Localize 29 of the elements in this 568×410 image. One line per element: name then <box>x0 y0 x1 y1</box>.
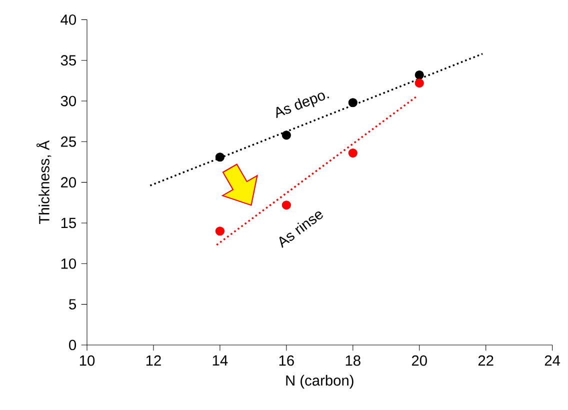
y-tick-label: 15 <box>61 218 76 228</box>
x-tick-label: 16 <box>279 355 294 366</box>
x-tick-label: 12 <box>146 355 161 366</box>
point <box>414 78 424 88</box>
point <box>282 200 291 210</box>
y-tick-label: 35 <box>60 55 76 66</box>
point <box>215 152 224 162</box>
x-tick-label: 24 <box>544 355 560 366</box>
point <box>348 148 358 158</box>
y-tick-label: 25 <box>61 136 76 147</box>
x-tick-label: 22 <box>478 355 494 366</box>
x-tick-label: 14 <box>212 355 228 366</box>
x-tick-label: 10 <box>80 355 95 366</box>
x-axis-title: N (carbon) <box>286 374 354 389</box>
point <box>414 70 424 80</box>
x-tick-label: 20 <box>412 355 427 366</box>
y-tick-label: 40 <box>60 14 76 25</box>
y-tick-label: 30 <box>60 96 76 106</box>
y-tick-label: 0 <box>69 340 76 350</box>
point <box>348 98 358 108</box>
y-tick-label: 10 <box>61 258 76 269</box>
y-axis-title: Thickness, Å <box>36 140 52 224</box>
point <box>215 226 224 236</box>
x-tick-label: 18 <box>346 355 360 366</box>
point <box>282 130 291 140</box>
y-tick-label: 20 <box>61 177 76 188</box>
annotation: As rinse <box>279 211 323 248</box>
y-tick-label: 5 <box>69 299 76 310</box>
annotation: As depo. <box>276 92 330 118</box>
